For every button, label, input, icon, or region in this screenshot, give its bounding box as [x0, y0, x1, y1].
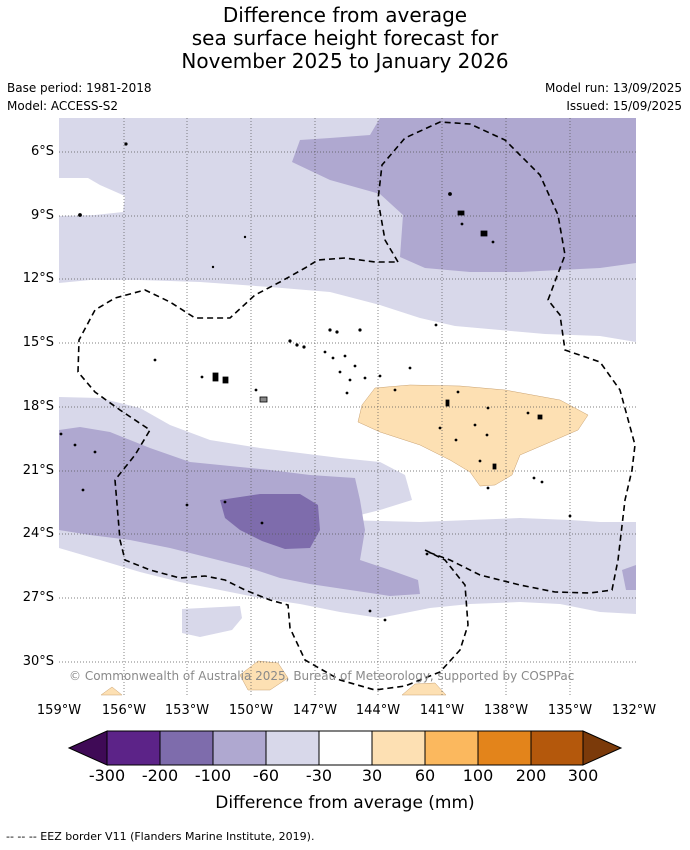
title-line-2: sea surface height forecast for	[191, 26, 499, 50]
lon-label-159w: 159°W	[36, 703, 82, 718]
field-mid-north	[292, 118, 636, 272]
colorbar-tick--200: -200	[141, 766, 179, 785]
colorbar-tick-300: 300	[567, 766, 599, 785]
lat-label-12s: 12°S	[22, 271, 54, 286]
title-line-1: Difference from average	[222, 3, 468, 27]
lat-label-18s: 18°S	[22, 399, 54, 414]
lon-label-141w: 141°W	[419, 703, 465, 718]
field-positive-south-2	[401, 682, 447, 696]
lon-label-147w: 147°W	[292, 703, 338, 718]
lat-label-6s: 6°S	[30, 144, 54, 159]
colorbar-title: Difference from average (mm)	[215, 793, 475, 813]
colorbar-tick-30: 30	[361, 766, 383, 785]
lon-label-138w: 138°W	[483, 703, 529, 718]
colorbar-bin-7	[425, 731, 478, 765]
colorbar-bin-1	[107, 731, 160, 765]
lon-label-150w: 150°W	[228, 703, 274, 718]
field-mid-east	[622, 565, 636, 590]
map-title: Difference from average sea surface heig…	[0, 4, 690, 73]
lat-label-21s: 21°S	[22, 463, 54, 478]
islands	[59, 142, 572, 622]
title-line-3: November 2025 to January 2026	[181, 49, 509, 73]
colorbar-extend-low	[67, 730, 108, 766]
colorbar-bin-2	[160, 731, 213, 765]
eez-legend-footer: -- -- -- EEZ border V11 (Flanders Marine…	[6, 830, 315, 843]
meta-left: Base period: 1981-2018 Model: ACCESS-S2	[7, 79, 152, 115]
base-period: Base period: 1981-2018	[7, 81, 152, 95]
model-run: Model run: 13/09/2025	[544, 81, 682, 95]
colorbar-tick--60: -60	[252, 766, 280, 785]
lat-label-27s: 27°S	[22, 590, 54, 605]
lat-label-30s: 30°S	[22, 654, 54, 669]
lon-label-156w: 156°W	[101, 703, 147, 718]
anomaly-fields	[59, 118, 636, 696]
colorbar-bin-4	[266, 731, 319, 765]
lon-label-135w: 135°W	[547, 703, 593, 718]
gridlines	[59, 118, 636, 695]
model-name: Model: ACCESS-S2	[7, 99, 119, 113]
lat-label-9s: 9°S	[30, 208, 54, 223]
colorbar-bin-5	[319, 731, 372, 765]
field-light-small	[182, 606, 242, 637]
colorbar-tick--100: -100	[194, 766, 232, 785]
meta-right: Model run: 13/09/2025 Issued: 15/09/2025	[545, 79, 682, 115]
colorbar-extend-high	[582, 730, 623, 766]
colorbar-bin-8	[478, 731, 531, 765]
field-positive-south-3	[100, 686, 123, 696]
colorbar	[67, 730, 623, 766]
colorbar-tick-60: 60	[414, 766, 436, 785]
eez-marquesas	[377, 121, 636, 594]
colorbar-bin-9	[531, 731, 583, 765]
lat-label-24s: 24°S	[22, 526, 54, 541]
colorbar-bin-3	[213, 731, 266, 765]
colorbar-bin-6	[372, 731, 425, 765]
copyright-notice: © Commonwealth of Australia 2025, Bureau…	[69, 669, 575, 683]
colorbar-tick-200: 200	[515, 766, 547, 785]
field-positive-south-1	[239, 660, 289, 691]
colorbar-tick-100: 100	[462, 766, 494, 785]
colorbar-tick--30: -30	[305, 766, 333, 785]
eez-french-polynesia-west	[77, 257, 469, 691]
field-white-stripe	[59, 178, 125, 216]
field-positive-central	[357, 384, 589, 487]
colorbar-tick--300: -300	[88, 766, 126, 785]
lon-label-132w: 132°W	[611, 703, 657, 718]
eez-borders	[77, 121, 636, 691]
issued-date: Issued: 15/09/2025	[566, 99, 682, 113]
lon-label-153w: 153°W	[164, 703, 210, 718]
lon-label-144w: 144°W	[355, 703, 401, 718]
lat-label-15s: 15°S	[22, 335, 54, 350]
field-strong-south	[220, 494, 320, 549]
